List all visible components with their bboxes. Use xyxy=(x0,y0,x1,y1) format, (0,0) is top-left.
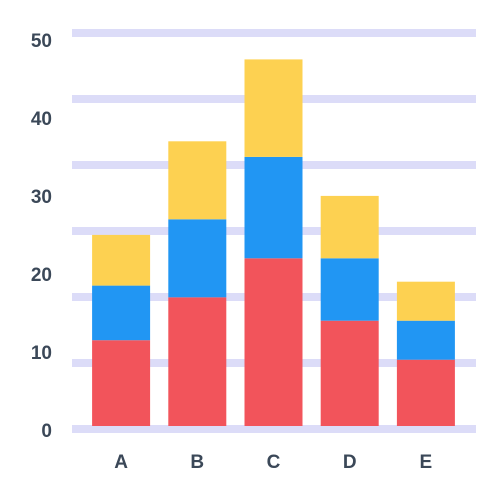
y-tick-label: 0 xyxy=(41,421,52,442)
bar-segment xyxy=(92,234,151,286)
bar-segment xyxy=(168,141,227,220)
bar-segment xyxy=(396,281,455,321)
y-tick-label: 10 xyxy=(31,343,52,364)
bar-segment xyxy=(320,195,379,259)
stripe xyxy=(72,425,476,433)
x-tick-label: B xyxy=(190,452,204,473)
bar-segment xyxy=(320,258,379,321)
y-tick-label: 20 xyxy=(31,265,52,286)
stripe xyxy=(72,29,476,37)
x-tick-label: A xyxy=(114,452,128,473)
bar-segment xyxy=(244,258,303,426)
y-tick-label: 50 xyxy=(31,31,52,52)
y-tick-label: 30 xyxy=(31,187,52,208)
bar-segment xyxy=(92,285,151,341)
bar-segment xyxy=(396,320,455,360)
bar-segment xyxy=(320,320,379,426)
x-tick-label: C xyxy=(267,452,281,473)
y-tick-label: 40 xyxy=(31,109,52,130)
x-tick-label: D xyxy=(343,452,357,473)
bar-segment xyxy=(168,219,227,298)
bar-segment xyxy=(244,156,303,259)
x-tick-label: E xyxy=(420,452,433,473)
bar-segment xyxy=(396,359,455,426)
bar-segment xyxy=(168,297,227,426)
bar-segment xyxy=(92,340,151,426)
bar-segment xyxy=(244,59,303,157)
